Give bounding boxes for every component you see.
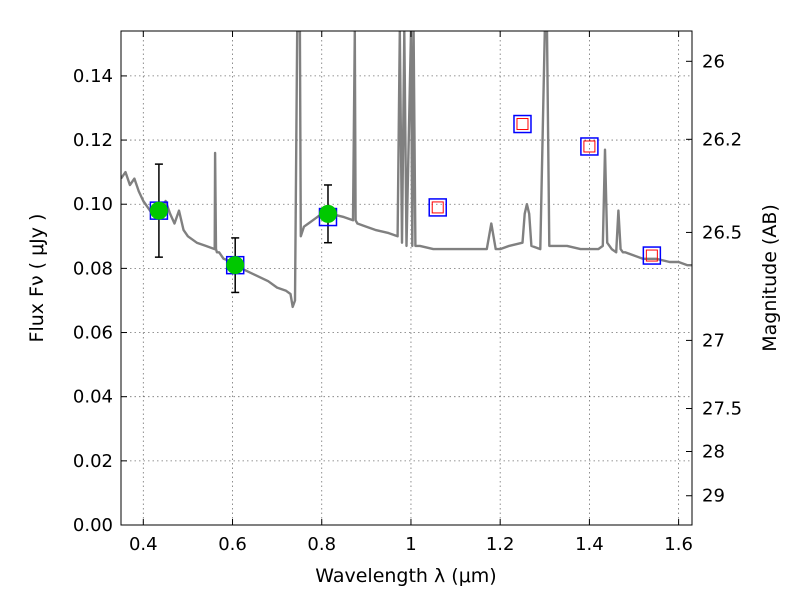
x-tick-label: 0.8 <box>307 534 336 555</box>
y-tick-label: 0.00 <box>73 515 113 536</box>
x-tick-label: 1.6 <box>664 534 693 555</box>
y-tick-label: 0.12 <box>73 130 113 151</box>
plot-background <box>121 31 692 525</box>
sed-model-line <box>121 31 692 309</box>
predicted-photometry-marker <box>431 201 444 214</box>
observed-photometry-point <box>318 204 337 223</box>
y-tick-label: 0.06 <box>73 323 113 344</box>
x-tick-label: 0.6 <box>218 534 247 555</box>
y-tick-label: 0.08 <box>73 258 113 279</box>
predicted-photometry-marker <box>516 118 529 131</box>
x-tick-label: 1.2 <box>486 534 515 555</box>
x-tick-label: 1 <box>405 534 416 555</box>
model-photometry-marker <box>513 114 532 134</box>
right-tick-label: 26.2 <box>702 129 742 150</box>
ticks: 0.4 0.6 0.8 1 1.2 1.4 1.6 0.00 0.02 0.04 0.06 0.08 0… <box>73 31 742 555</box>
right-tick-label: 28 <box>702 442 725 463</box>
y-tick-label: 0.04 <box>73 387 113 408</box>
marker-layer <box>149 114 662 294</box>
y-axis-title: Flux Fν ( μJy ) <box>26 214 48 343</box>
x-tick-label: 0.4 <box>129 534 158 555</box>
x-tick-label: 1.4 <box>575 534 604 555</box>
right-tick-label: 26.5 <box>702 222 742 243</box>
observed-photometry-point <box>226 256 245 275</box>
right-tick-label: 27 <box>702 330 725 351</box>
model-photometry-marker <box>642 246 662 265</box>
model-photometry-marker <box>428 198 447 217</box>
predicted-photometry-marker <box>583 140 596 153</box>
model-photometry-marker <box>580 137 599 156</box>
x-axis-title: Wavelength λ (μm) <box>315 565 496 587</box>
right-tick-label: 29 <box>702 486 725 507</box>
y-tick-label: 0.10 <box>73 194 113 215</box>
observed-photometry-point <box>149 201 168 220</box>
plot-frame <box>120 30 693 526</box>
right-tick-label: 26 <box>702 51 725 72</box>
predicted-photometry-marker <box>645 249 658 262</box>
right-axis-title: Magnitude (AB) <box>759 204 781 352</box>
y-tick-label: 0.02 <box>73 451 113 472</box>
series-layer <box>121 31 692 309</box>
right-tick-label: 27.5 <box>702 399 742 420</box>
y-tick-label: 0.14 <box>73 66 113 87</box>
